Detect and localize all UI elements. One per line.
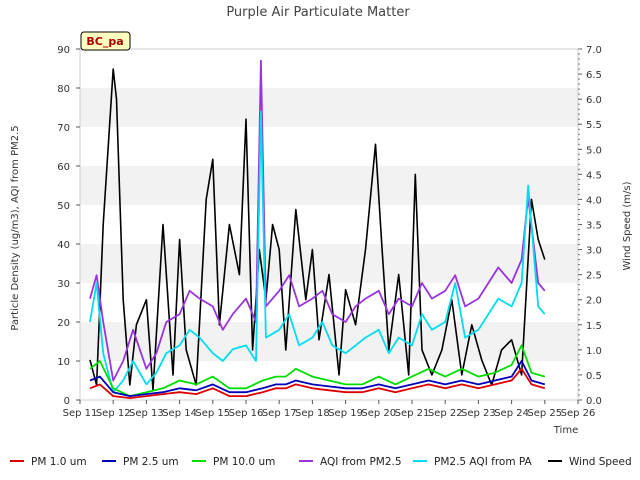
- y-tick-label: 0: [64, 396, 70, 407]
- x-tick-label: Sep 13: [129, 408, 164, 419]
- legend-label: PM 2.5 um: [123, 456, 179, 468]
- chart-title: Purple Air Particulate Matter: [226, 5, 410, 20]
- x-tick-label: Sep 21: [395, 408, 430, 419]
- series-line-pm-10-0-um: [89, 344, 546, 398]
- x-tick-label: Sep 11: [63, 408, 98, 419]
- y-tick-label: 80: [57, 84, 70, 95]
- y-axis-title: Particle Density (ug/m3), AQI from PM2.5: [10, 125, 21, 330]
- x-tick-label: Sep 19: [328, 408, 363, 419]
- legend-label: PM2.5 AQI from PA: [434, 456, 533, 468]
- series-layer: [89, 59, 546, 400]
- x-tick-label: Sep 17: [262, 408, 297, 419]
- x-tick-label: Sep 15: [195, 408, 230, 419]
- y-tick-label: 20: [57, 318, 70, 329]
- site-badge: BC_pa: [80, 31, 131, 51]
- y2-axis-title: Wind Speed (m/s): [622, 181, 633, 270]
- x-tick-label: Sep 18: [295, 408, 330, 419]
- grid-bands: [80, 88, 578, 361]
- y-tick-label: 50: [57, 201, 70, 212]
- x-tick-label: Sep 22: [428, 408, 463, 419]
- legend: PM 1.0 um PM 2.5 um PM 10.0 um AQI from PM2…: [10, 456, 632, 468]
- series-line-aqi-from-pm2-5: [89, 59, 546, 382]
- grid-band: [80, 322, 578, 361]
- y2-tick-label: 4.0: [586, 195, 602, 206]
- site-badge-box: [80, 31, 131, 51]
- x-tick-label: Sep 26: [561, 408, 596, 419]
- x-tick-label: Sep 24: [494, 408, 529, 419]
- series-line-pm-2-5-um: [89, 360, 546, 398]
- y2-tick-label: 6.5: [586, 70, 602, 81]
- legend-label: AQI from PM2.5: [320, 456, 402, 468]
- axes-layer: 0 10 20 30 40 50 60 70 80 90 0.0 0.5 1.0 1.5 2.0 2.5 3.0…: [57, 45, 602, 419]
- x-tick-label: Sep 23: [461, 408, 496, 419]
- legend-label: PM 10.0 um: [213, 456, 275, 468]
- y2-tick-label: 3.5: [586, 221, 602, 232]
- y2-tick-label: 3.0: [586, 246, 602, 257]
- y2-tick-label: 0.5: [586, 371, 602, 382]
- y2-tick-label: 2.5: [586, 271, 602, 282]
- y2-tick-label: 4.5: [586, 170, 602, 181]
- series-line-pm-1-0-um: [89, 367, 546, 400]
- series-line-pm2-5-aqi-from-pa: [89, 110, 546, 394]
- x-tick-label: Sep 14: [162, 408, 197, 419]
- y2-tick-label: 1.5: [586, 321, 602, 332]
- x-tick-label: Sep 20: [361, 408, 396, 419]
- y2-tick-label: 7.0: [586, 45, 602, 56]
- y-tick-label: 60: [57, 162, 70, 173]
- site-badge-label: BC_pa: [86, 35, 123, 48]
- legend-label: Wind Speed: [569, 456, 632, 468]
- y-tick-label: 70: [57, 123, 70, 134]
- grid-band: [80, 88, 578, 127]
- grid-band: [80, 166, 578, 205]
- y-tick-label: 30: [57, 279, 70, 290]
- y2-tick-label: 6.0: [586, 95, 602, 106]
- y2-tick-label: 0.0: [586, 396, 602, 407]
- y2-tick-label: 2.0: [586, 296, 602, 307]
- y-tick-label: 40: [57, 240, 70, 251]
- x-tick-label: Sep 16: [229, 408, 264, 419]
- legend-label: PM 1.0 um: [31, 456, 87, 468]
- y2-tick-label: 1.0: [586, 346, 602, 357]
- x-tick-label: Sep 25: [527, 408, 562, 419]
- y2-tick-label: 5.0: [586, 145, 602, 156]
- y-tick-label: 10: [57, 357, 70, 368]
- series-line-wind-speed: [89, 68, 546, 391]
- x-tick-label: Sep 12: [96, 408, 131, 419]
- x-axis-title: Time: [553, 425, 578, 436]
- y2-tick-label: 5.5: [586, 120, 602, 131]
- y-tick-label: 90: [57, 45, 70, 56]
